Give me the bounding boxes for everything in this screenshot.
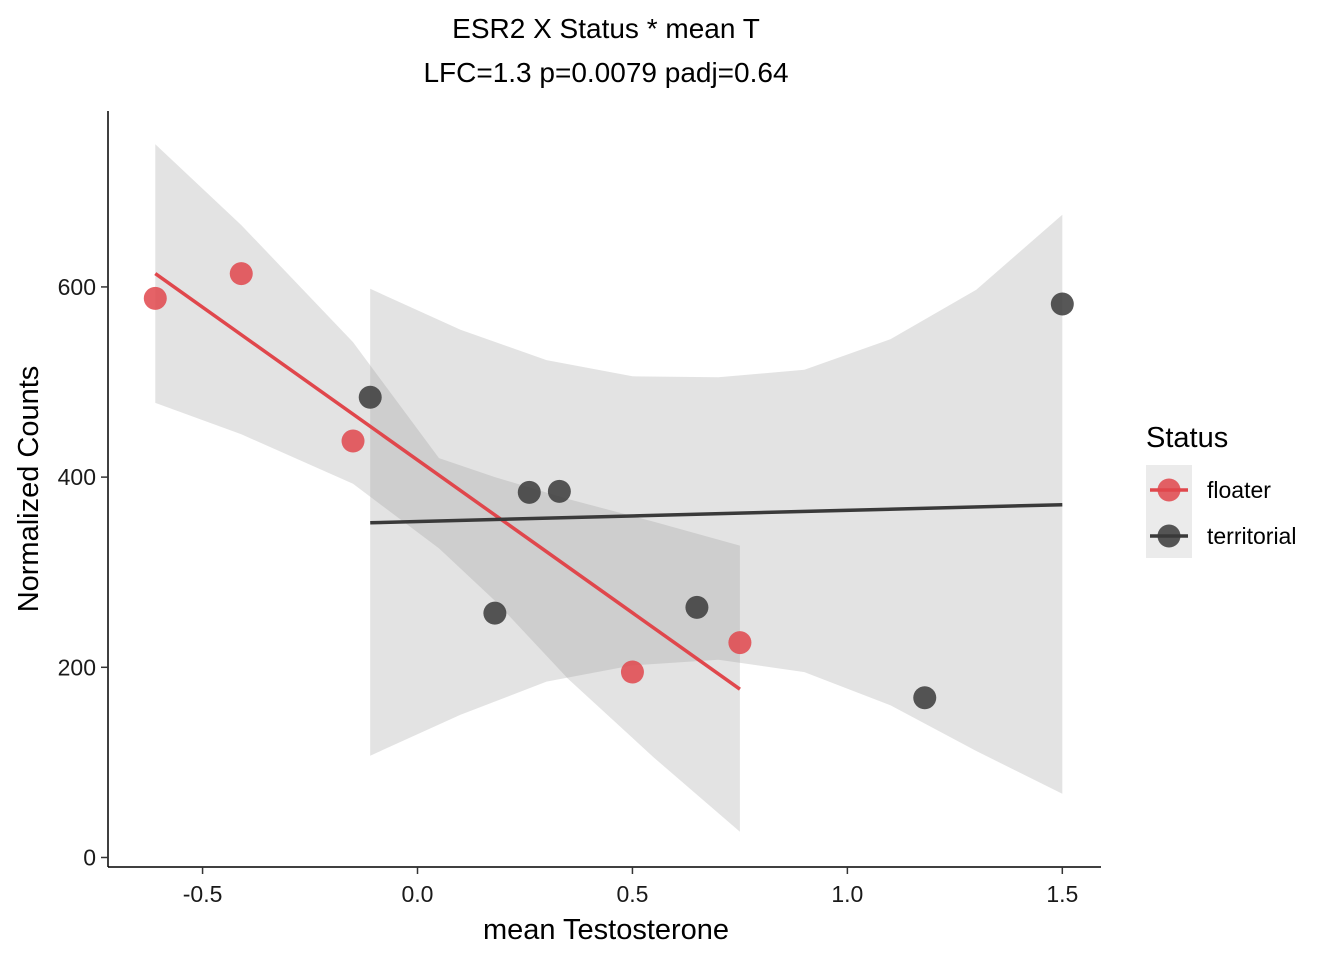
data-point-territorial bbox=[517, 480, 541, 504]
fit-line-territorial bbox=[370, 502, 1063, 525]
data-point-floater bbox=[341, 429, 365, 453]
legend-items: floater territorial bbox=[1150, 477, 1296, 549]
data-points bbox=[143, 262, 1074, 710]
legend-marker-floater bbox=[1157, 478, 1181, 502]
y-axis-title: Normalized Counts bbox=[13, 366, 45, 613]
legend-label-floater: floater bbox=[1207, 477, 1271, 503]
y-tick-label: 200 bbox=[58, 654, 96, 680]
confidence-ribbon-floater bbox=[155, 144, 740, 832]
x-tick-label: -0.5 bbox=[183, 881, 223, 907]
legend: Status floater territorial bbox=[1146, 422, 1296, 558]
data-point-floater bbox=[143, 286, 167, 310]
data-point-territorial bbox=[547, 479, 571, 503]
fit-lines bbox=[154, 272, 1063, 691]
x-tick-label: 0.0 bbox=[402, 881, 434, 907]
data-point-territorial bbox=[1050, 292, 1074, 316]
chart-title: ESR2 X Status * mean T bbox=[452, 13, 760, 44]
data-point-territorial bbox=[685, 595, 709, 619]
fit-line-floater bbox=[154, 272, 741, 691]
legend-label-territorial: territorial bbox=[1207, 523, 1296, 549]
legend-title: Status bbox=[1146, 422, 1228, 454]
data-point-floater bbox=[229, 262, 253, 286]
x-ticks: -0.5 0.0 0.5 1.0 1.5 bbox=[183, 867, 1078, 907]
legend-marker-territorial bbox=[1157, 524, 1181, 548]
confidence-ribbon-territorial bbox=[370, 214, 1063, 794]
x-tick-label: 1.0 bbox=[831, 881, 863, 907]
chart-subtitle: LFC=1.3 p=0.0079 padj=0.64 bbox=[423, 57, 788, 88]
x-tick-label: 1.5 bbox=[1046, 881, 1078, 907]
data-point-territorial bbox=[358, 385, 382, 409]
y-tick-label: 0 bbox=[83, 844, 96, 870]
y-ticks: 0 200 400 600 bbox=[58, 274, 108, 870]
data-point-territorial bbox=[913, 686, 937, 710]
y-tick-label: 400 bbox=[58, 464, 96, 490]
data-point-floater bbox=[728, 631, 752, 655]
x-axis-title: mean Testosterone bbox=[483, 914, 729, 946]
y-tick-label: 600 bbox=[58, 274, 96, 300]
data-point-floater bbox=[620, 660, 644, 684]
axes bbox=[107, 111, 1101, 868]
x-tick-label: 0.5 bbox=[616, 881, 648, 907]
confidence-ribbons bbox=[155, 144, 1063, 832]
data-point-territorial bbox=[483, 601, 507, 625]
